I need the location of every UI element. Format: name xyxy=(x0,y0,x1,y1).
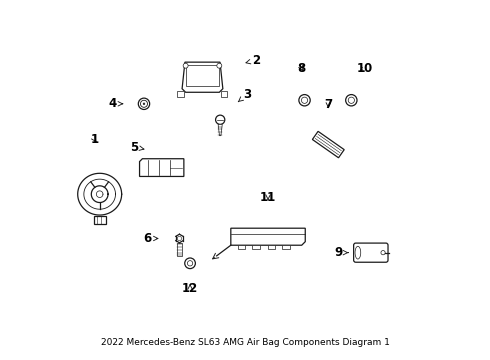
Circle shape xyxy=(141,100,147,107)
Text: 8: 8 xyxy=(297,62,306,75)
Polygon shape xyxy=(140,159,184,176)
Circle shape xyxy=(185,258,196,269)
Circle shape xyxy=(138,98,149,109)
Bar xyxy=(177,90,184,97)
Text: 10: 10 xyxy=(357,62,373,75)
Circle shape xyxy=(177,237,182,240)
Text: 11: 11 xyxy=(260,190,276,203)
Polygon shape xyxy=(231,228,305,245)
FancyBboxPatch shape xyxy=(354,243,388,262)
Text: 7: 7 xyxy=(324,98,332,111)
Circle shape xyxy=(187,261,193,266)
Bar xyxy=(282,245,290,249)
Circle shape xyxy=(216,115,225,124)
Circle shape xyxy=(299,95,310,106)
Bar xyxy=(252,245,260,249)
Circle shape xyxy=(183,63,188,68)
Ellipse shape xyxy=(355,246,361,259)
Text: 3: 3 xyxy=(238,88,251,102)
Circle shape xyxy=(301,97,308,103)
Bar xyxy=(177,243,182,256)
Text: 1: 1 xyxy=(90,133,98,146)
Polygon shape xyxy=(313,131,344,158)
Bar xyxy=(94,216,106,224)
Circle shape xyxy=(143,103,145,105)
Bar xyxy=(268,245,275,249)
Circle shape xyxy=(217,63,222,68)
Text: 5: 5 xyxy=(130,140,144,153)
Polygon shape xyxy=(218,124,222,136)
Text: 6: 6 xyxy=(143,232,158,245)
Polygon shape xyxy=(182,62,223,92)
Circle shape xyxy=(345,95,357,106)
Text: 2022 Mercedes-Benz SL63 AMG Air Bag Components Diagram 1: 2022 Mercedes-Benz SL63 AMG Air Bag Comp… xyxy=(100,338,390,347)
Text: 12: 12 xyxy=(182,282,198,294)
Bar xyxy=(238,245,245,249)
Circle shape xyxy=(348,97,354,103)
Circle shape xyxy=(381,251,385,255)
Text: 2: 2 xyxy=(246,54,260,67)
Text: 4: 4 xyxy=(108,97,122,110)
Bar xyxy=(221,90,227,97)
Bar xyxy=(186,65,219,86)
Text: 9: 9 xyxy=(334,246,348,259)
